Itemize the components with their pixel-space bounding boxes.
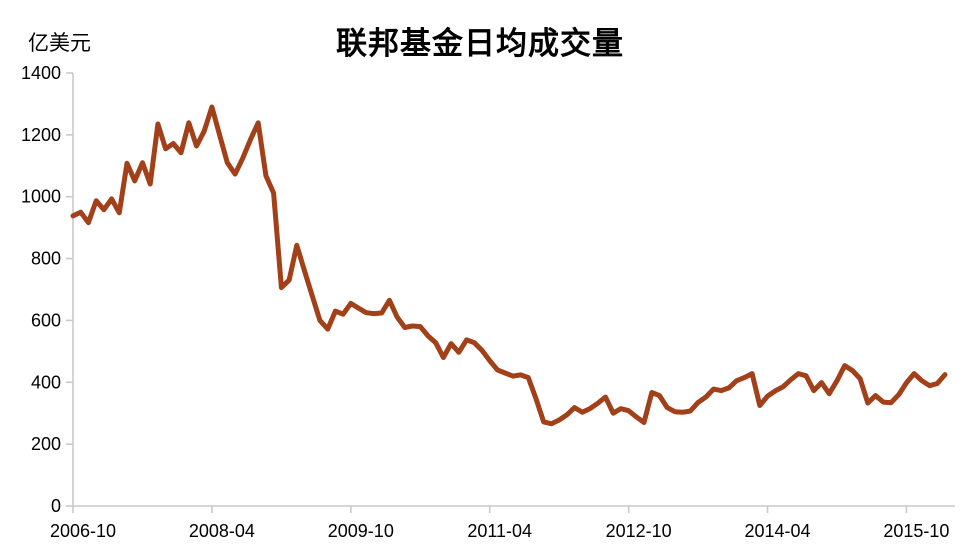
y-axis-tick-label: 1200 (21, 125, 61, 145)
x-axis-tick-label: 2009-10 (328, 521, 394, 541)
x-axis-tick-label: 2008-04 (189, 521, 255, 541)
y-axis-tick-label: 1400 (21, 63, 61, 83)
y-axis-tick-label: 0 (51, 496, 61, 516)
x-axis-tick-label: 2015-10 (883, 521, 949, 541)
y-axis-tick-label: 1000 (21, 187, 61, 207)
y-axis-tick-label: 400 (31, 372, 61, 392)
y-axis-tick-label: 200 (31, 434, 61, 454)
data-line-series (70, 104, 948, 427)
x-axis-tick-label: 2011-04 (467, 521, 532, 541)
y-axis-unit-label: 亿美元 (28, 32, 91, 55)
chart-title: 联邦基金日均成交量 (336, 26, 624, 61)
x-axis-tick-label: 2014-04 (744, 521, 810, 541)
x-axis-tick-label: 2006-10 (50, 521, 116, 541)
y-axis-tick-label: 800 (31, 249, 61, 269)
x-axis-tick-label: 2012-10 (606, 521, 672, 541)
y-axis-tick-label: 600 (31, 310, 61, 330)
